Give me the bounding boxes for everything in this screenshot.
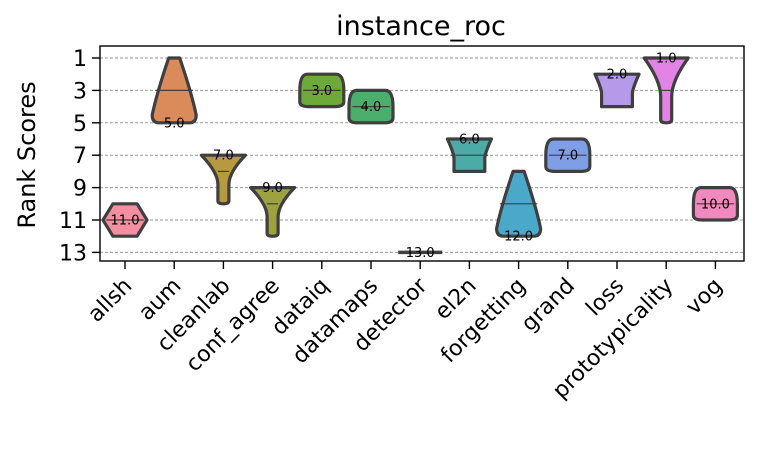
grid-lines <box>100 57 744 253</box>
y-tick-label-3: 3 <box>73 79 87 104</box>
y-axis-label: Rank Scores <box>13 81 41 228</box>
violin-body-conf_agree <box>249 186 297 238</box>
x-tick-label-vog: vog <box>681 274 727 320</box>
x-tick-label-grand: grand <box>517 274 580 337</box>
violin-prototypicality: 1.0 <box>642 52 690 125</box>
y-tick-label-7: 7 <box>73 144 87 169</box>
data-label-prototypicality: 1.0 <box>656 52 677 67</box>
violin-grand: 7.0 <box>544 137 592 173</box>
data-label-aum: 5.0 <box>164 116 185 131</box>
data-label-allsh: 11.0 <box>111 214 140 229</box>
violin-conf_agree: 9.0 <box>249 181 297 238</box>
x-axis: allshaumcleanlabconf_agreedataiqdatamaps… <box>83 261 728 404</box>
x-tick-label-allsh: allsh <box>83 274 137 328</box>
violin-body-loss <box>593 72 641 109</box>
violin-dataiq: 3.0 <box>298 72 346 109</box>
plot-frame <box>99 45 745 262</box>
y-tick-label-9: 9 <box>73 177 87 202</box>
violins: 11.0 5.0 7.0 9.0 3.0 4.0 13.0 6.0 12.0 7.0 2.0 1.0 1… <box>101 52 739 261</box>
data-label-datamaps: 4.0 <box>361 100 382 115</box>
data-label-grand: 7.0 <box>557 149 578 164</box>
violin-cleanlab: 7.0 <box>199 149 247 206</box>
data-label-dataiq: 3.0 <box>311 84 332 99</box>
data-label-forgetting: 12.0 <box>504 230 533 245</box>
data-label-detector: 13.0 <box>406 246 435 261</box>
chart-title: instance_roc <box>336 11 506 42</box>
data-label-cleanlab: 7.0 <box>213 149 234 164</box>
violin-aum: 5.0 <box>150 56 198 131</box>
violin-vog: 10.0 <box>691 186 739 222</box>
y-tick-label-11: 11 <box>59 209 87 234</box>
data-label-vog: 10.0 <box>701 197 730 212</box>
data-label-loss: 2.0 <box>607 68 628 83</box>
y-tick-label-13: 13 <box>59 241 87 266</box>
y-tick-label-5: 5 <box>73 112 87 137</box>
violin-allsh: 11.0 <box>101 202 149 238</box>
violin-detector: 13.0 <box>398 246 443 261</box>
violin-el2n: 6.0 <box>445 133 493 173</box>
violin-body-cleanlab <box>199 153 247 206</box>
data-label-el2n: 6.0 <box>459 133 480 148</box>
y-tick-label-1: 1 <box>73 47 87 72</box>
violin-datamaps: 4.0 <box>347 88 395 125</box>
violin-loss: 2.0 <box>593 68 641 109</box>
data-label-conf_agree: 9.0 <box>262 181 283 196</box>
violin-forgetting: 12.0 <box>495 169 543 245</box>
